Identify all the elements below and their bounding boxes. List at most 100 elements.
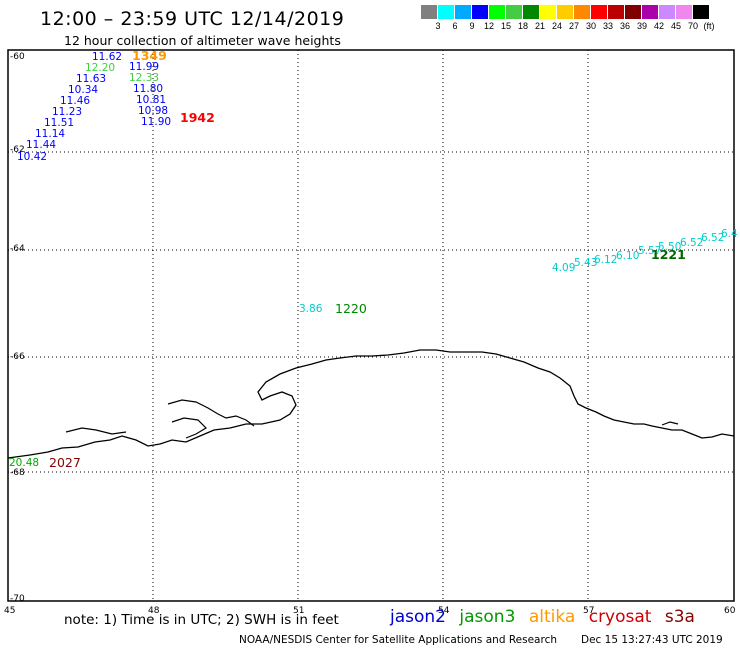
color-scale-label: 70 bbox=[687, 21, 699, 31]
color-scale-label: 6 bbox=[452, 21, 458, 31]
swh-value: 11.44 bbox=[26, 139, 56, 151]
lat-label: -62 bbox=[10, 145, 25, 155]
color-scale-label: 42 bbox=[653, 21, 665, 31]
legend-jason3: jason3 bbox=[459, 607, 516, 627]
lat-label: -68 bbox=[10, 468, 25, 478]
color-swatch bbox=[472, 5, 489, 19]
pass-time-label: 2027 bbox=[49, 455, 81, 470]
swh-value: 20.48 bbox=[9, 457, 39, 469]
color-scale-label: 24 bbox=[551, 21, 563, 31]
coastline-inlet bbox=[65, 427, 127, 435]
pass-time-label: 1349 bbox=[132, 48, 167, 63]
coastline-inlet bbox=[167, 399, 255, 427]
swh-value: 10.42 bbox=[17, 151, 47, 163]
lon-label: 60 bbox=[724, 606, 736, 616]
color-swatch bbox=[540, 5, 557, 19]
pass-time-label: 1221 bbox=[651, 247, 686, 262]
swh-value: 11.14 bbox=[35, 128, 65, 140]
lat-label: -60 bbox=[10, 52, 25, 62]
swh-value: 11.51 bbox=[44, 117, 74, 129]
color-swatch bbox=[421, 5, 438, 19]
color-swatch bbox=[489, 5, 506, 19]
color-scale-label: 9 bbox=[469, 21, 475, 31]
color-swatch bbox=[659, 5, 676, 19]
swh-value: 6.52 bbox=[701, 232, 724, 244]
map-subtitle: 12 hour collection of altimeter wave hei… bbox=[64, 33, 341, 48]
lat-label: -64 bbox=[10, 244, 25, 254]
swh-value: 11.46 bbox=[60, 95, 90, 107]
legend-altika: altika bbox=[528, 607, 576, 627]
swh-value: 3.86 bbox=[299, 303, 323, 315]
color-scale-legend: 3 6 9 12 15 18 21 24 27 30 33 36 39 42 45 70 (ft) bbox=[421, 5, 740, 31]
swh-value: 6.12 bbox=[594, 254, 617, 266]
swh-value: 12.33 bbox=[129, 72, 159, 84]
color-scale-label: 45 bbox=[670, 21, 682, 31]
color-swatch bbox=[676, 5, 693, 19]
graticule bbox=[8, 50, 734, 601]
swh-value: 10.34 bbox=[68, 84, 98, 96]
color-swatch bbox=[438, 5, 455, 19]
swh-value: 12.20 bbox=[85, 62, 115, 74]
note-text: note: 1) Time is in UTC; 2) SWH is in fe… bbox=[64, 612, 339, 628]
color-swatch bbox=[642, 5, 659, 19]
color-swatch bbox=[591, 5, 608, 19]
swh-value: 10.98 bbox=[138, 105, 168, 117]
swh-value: 5.57 bbox=[638, 245, 661, 257]
color-scale-label: 36 bbox=[619, 21, 631, 31]
coastline-antarctica bbox=[7, 349, 735, 459]
swh-value: 6.10 bbox=[616, 250, 639, 262]
map-frame bbox=[7, 49, 735, 602]
legend-cryosat: cryosat bbox=[588, 607, 652, 627]
swh-value: 11.62 bbox=[92, 51, 122, 63]
color-scale-label: 33 bbox=[602, 21, 614, 31]
color-swatch bbox=[574, 5, 591, 19]
swh-value: 10.81 bbox=[136, 94, 166, 106]
swh-value: 5.43 bbox=[574, 257, 597, 269]
lat-label: -66 bbox=[10, 352, 25, 362]
color-scale-label: 12 bbox=[483, 21, 495, 31]
swh-value: 6.4 bbox=[721, 228, 738, 240]
lon-label: 57 bbox=[583, 606, 594, 616]
coastline-inlet bbox=[171, 417, 207, 439]
legend-s3a: s3a bbox=[664, 607, 695, 627]
color-swatch bbox=[608, 5, 625, 19]
lat-label: -70 bbox=[10, 594, 25, 604]
swh-value: 11.90 bbox=[141, 116, 171, 128]
color-scale-label: 15 bbox=[500, 21, 512, 31]
color-scale-label: 18 bbox=[517, 21, 529, 31]
color-scale-labels: 3 6 9 12 15 18 21 24 27 30 33 36 39 42 45 70 (ft) bbox=[421, 19, 740, 31]
lon-label: 54 bbox=[438, 606, 450, 616]
lon-label: 48 bbox=[148, 606, 160, 616]
color-scale-label: 21 bbox=[534, 21, 546, 31]
pass-time-label: 1220 bbox=[335, 301, 367, 316]
color-swatch bbox=[557, 5, 574, 19]
map-title: 12:00 – 23:59 UTC 12/14/2019 bbox=[40, 8, 345, 30]
color-swatch bbox=[625, 5, 642, 19]
credit-text: NOAA/NESDIS Center for Satellite Applica… bbox=[239, 634, 557, 646]
color-swatch bbox=[506, 5, 523, 19]
color-swatch bbox=[455, 5, 472, 19]
swh-value: 11.63 bbox=[76, 73, 106, 85]
timestamp-text: Dec 15 13:27:43 UTC 2019 bbox=[581, 634, 723, 646]
color-scale-label: 3 bbox=[435, 21, 441, 31]
swh-value: 11.23 bbox=[52, 106, 82, 118]
coastline-island bbox=[661, 421, 679, 426]
pass-time-label: 1942 bbox=[180, 110, 215, 125]
color-swatch bbox=[523, 5, 540, 19]
color-scale-unit: (ft) bbox=[703, 21, 715, 31]
swh-value: 5.50 bbox=[658, 241, 681, 253]
color-scale-label: 30 bbox=[585, 21, 597, 31]
swh-value: 11.80 bbox=[133, 83, 163, 95]
color-scale-swatches bbox=[421, 5, 740, 19]
color-scale-label: 39 bbox=[636, 21, 648, 31]
legend-jason2: jason2 bbox=[390, 607, 446, 627]
color-swatch bbox=[693, 5, 710, 19]
swh-value: 6.52 bbox=[680, 237, 703, 249]
lon-label: 45 bbox=[4, 606, 15, 616]
swh-value: 11.99 bbox=[129, 61, 159, 73]
color-scale-label: 27 bbox=[568, 21, 580, 31]
satellite-legend: jason2 jason3 altika cryosat s3a bbox=[390, 607, 703, 627]
lon-label: 51 bbox=[293, 606, 304, 616]
swh-value: 4.09 bbox=[552, 262, 575, 274]
